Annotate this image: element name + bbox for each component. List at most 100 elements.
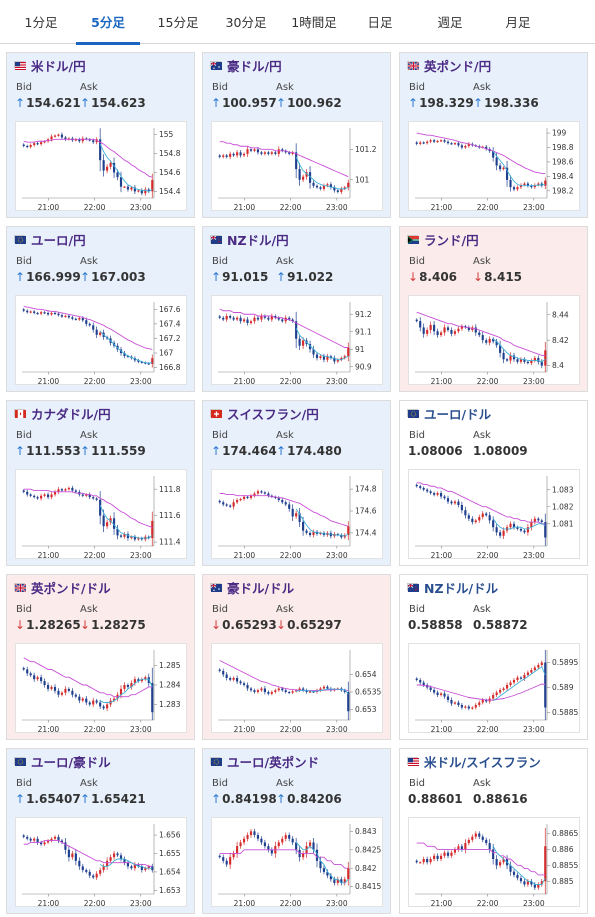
bid-price: 1.28265 xyxy=(26,618,81,632)
pair-title[interactable]: 米ドル/スイスフラン xyxy=(407,753,541,770)
tab-15min[interactable]: 15分足 xyxy=(157,15,199,30)
candle-body xyxy=(439,140,443,142)
candle-body xyxy=(126,355,130,358)
candle-body xyxy=(474,327,477,333)
y-tick-label: 101.2 xyxy=(355,145,377,154)
nz-flag-icon xyxy=(210,235,222,244)
rate-card[interactable]: NZドル/ドル Bid Ask 0.58858 0.58872 0.5895 0.589 0.… xyxy=(399,574,588,740)
pair-title[interactable]: ユーロ/ドル xyxy=(407,405,491,422)
tab-30min[interactable]: 30分足 xyxy=(225,15,267,30)
pair-title[interactable]: 英ポンド/ドル xyxy=(14,579,111,596)
moving-average-short-line xyxy=(295,842,349,884)
candle-body xyxy=(495,341,498,346)
candle-body xyxy=(274,690,277,692)
price-chart[interactable]: 155 154.8 154.6 154.4 21:00 22:00 23:00 xyxy=(15,121,187,212)
candle-body xyxy=(263,688,266,692)
pair-title[interactable]: カナダドル/円 xyxy=(14,405,111,422)
price-chart[interactable]: 111.8 111.6 111.4 21:00 22:00 23:00 xyxy=(15,469,187,560)
bid-price: 166.999 xyxy=(26,270,81,284)
rate-card[interactable]: 豪ドル/円 Bid Ask ↑100.957 ↑100.962 101.2 101 21:00… xyxy=(202,52,391,218)
candle-body xyxy=(33,311,36,313)
candle-body xyxy=(81,138,84,142)
pair-title[interactable]: NZドル/円 xyxy=(210,231,289,248)
pair-title[interactable]: 米ドル/円 xyxy=(14,57,86,74)
candle-body xyxy=(308,691,312,693)
x-tick-label: 23:00 xyxy=(523,377,545,386)
pair-title[interactable]: ユーロ/英ポンド xyxy=(210,753,319,770)
pair-title[interactable]: 豪ドル/円 xyxy=(210,57,282,74)
candle-body xyxy=(260,152,263,154)
y-tick-label: 8.4 xyxy=(552,361,564,370)
candle-body xyxy=(144,362,147,364)
y-tick-label: 198.4 xyxy=(552,172,574,181)
candle-body xyxy=(422,859,425,863)
arrow-down-icon: ↓ xyxy=(15,618,26,632)
rate-card[interactable]: 米ドル/円 Bid Ask ↑154.621 ↑154.623 155 154.8 154.6… xyxy=(6,52,195,218)
bid-label: Bid xyxy=(409,430,425,441)
candle-body xyxy=(426,489,429,492)
rate-card[interactable]: カナダドル/円 Bid Ask ↑111.553 ↑111.559 111.8 111.6 1… xyxy=(6,400,195,566)
candle-body xyxy=(57,313,60,316)
price-chart[interactable]: 1.656 1.655 1.654 1.653 21:00 22:00 23:00 xyxy=(15,817,187,908)
x-tick-label: 21:00 xyxy=(38,899,60,908)
price-chart[interactable]: 0.5895 0.589 0.5885 21:00 22:00 23:00 xyxy=(408,643,580,734)
candle-body xyxy=(495,859,498,866)
rate-card[interactable]: ユーロ/英ポンド Bid Ask ↑0.84198 ↑0.84206 0.843 0.842… xyxy=(202,748,391,914)
candle-body xyxy=(433,855,436,859)
candle-body xyxy=(109,857,112,861)
tab-monthly[interactable]: 月足 xyxy=(505,15,531,30)
y-tick-label: 1.083 xyxy=(552,485,574,494)
rate-card[interactable]: 英ポンド/ドル Bid Ask ↓1.28265 ↓1.28275 1.285 1.284 1… xyxy=(6,574,195,740)
candle-body xyxy=(340,358,343,360)
price-chart[interactable]: 199 198.8 198.6 198.4 198.2 21:00 22:00 23:00 xyxy=(408,121,580,212)
candle-body xyxy=(298,169,301,180)
pair-name: スイスフラン/円 xyxy=(227,406,319,422)
price-chart[interactable]: 1.285 1.284 1.283 21:00 22:00 23:00 xyxy=(15,643,187,734)
price-chart[interactable]: 0.654 0.6535 0.653 21:00 22:00 23:00 xyxy=(211,643,383,734)
price-chart[interactable]: 167.6 167.4 167.2 167 166.8 21:00 22:00 23:00 xyxy=(15,295,187,386)
rate-card[interactable]: 豪ドル/ドル Bid Ask ↓0.65293 ↓0.65297 0.654 0.6535 0… xyxy=(202,574,391,740)
candle-body xyxy=(492,849,495,859)
rate-card[interactable]: ユーロ/ドル Bid Ask 1.08006 1.08009 1.083 1.082 1.08… xyxy=(399,400,588,566)
pair-title[interactable]: ユーロ/豪ドル xyxy=(14,753,111,770)
moving-average-short-line xyxy=(295,508,349,537)
candlestick-chart: 111.8 111.6 111.4 21:00 22:00 23:00 xyxy=(22,476,181,560)
candle-body xyxy=(533,518,536,523)
candle-body xyxy=(53,135,57,137)
pair-title[interactable]: ユーロ/円 xyxy=(14,231,86,248)
pair-name: 米ドル/スイスフラン xyxy=(424,754,541,770)
rate-card[interactable]: ユーロ/円 Bid Ask ↑166.999 ↑167.003 167.6 167.4 167… xyxy=(6,226,195,392)
candle-body xyxy=(467,839,470,844)
pair-title[interactable]: NZドル/ドル xyxy=(407,579,498,596)
bid-value: ↑154.621 xyxy=(15,96,81,110)
pair-title[interactable]: 英ポンド/円 xyxy=(407,57,491,74)
candle-body xyxy=(526,881,529,885)
pair-title[interactable]: 豪ドル/ドル xyxy=(210,579,294,596)
candle-body xyxy=(419,486,422,488)
rate-card[interactable]: スイスフラン/円 Bid Ask ↑174.464 ↑174.480 174.8 174.6… xyxy=(202,400,391,566)
pair-title[interactable]: ランド/円 xyxy=(407,231,479,248)
rate-card[interactable]: 米ドル/スイスフラン Bid Ask 0.88601 0.88616 0.8865 0.88… xyxy=(399,748,588,914)
price-chart[interactable]: 101.2 101 21:00 22:00 23:00 xyxy=(211,121,383,212)
rate-card[interactable]: ランド/円 Bid Ask ↓8.406 ↓8.415 8.44 8.42 8.4 21:00 2… xyxy=(399,226,588,392)
price-chart[interactable]: 174.8 174.6 174.4 21:00 22:00 23:00 xyxy=(211,469,383,560)
rate-card[interactable]: ユーロ/豪ドル Bid Ask ↑1.65407 ↑1.65421 1.656 1.655 1… xyxy=(6,748,195,914)
tab-1min[interactable]: 1分足 xyxy=(24,15,58,30)
candle-body xyxy=(516,359,519,362)
rate-card[interactable]: NZドル/円 Bid Ask ↑91.015 ↑91.022 91.2 91.1 91 90.9… xyxy=(202,226,391,392)
pair-title[interactable]: スイスフラン/円 xyxy=(210,405,319,422)
price-chart[interactable]: 0.8865 0.886 0.8855 0.885 21:00 22:00 23:00 xyxy=(408,817,580,908)
tab-5min[interactable]: 5分足 xyxy=(76,0,140,45)
tab-1hour[interactable]: 1時間足 xyxy=(291,15,337,30)
price-chart[interactable]: 91.2 91.1 91 90.9 21:00 22:00 23:00 xyxy=(211,295,383,386)
candle-body xyxy=(26,836,29,839)
price-chart[interactable]: 1.083 1.082 1.081 21:00 22:00 23:00 xyxy=(408,469,580,560)
tab-weekly[interactable]: 週足 xyxy=(437,15,463,30)
candle-body xyxy=(116,853,119,856)
candle-body xyxy=(232,153,235,156)
ask-label: Ask xyxy=(80,604,98,615)
price-chart[interactable]: 0.843 0.8425 0.842 0.8415 21:00 22:00 23:00 xyxy=(211,817,383,908)
rate-card[interactable]: 英ポンド/円 Bid Ask ↑198.329 ↑198.336 199 198.8 198.… xyxy=(399,52,588,218)
price-chart[interactable]: 8.44 8.42 8.4 21:00 22:00 23:00 xyxy=(408,295,580,386)
tab-daily[interactable]: 日足 xyxy=(367,15,393,30)
